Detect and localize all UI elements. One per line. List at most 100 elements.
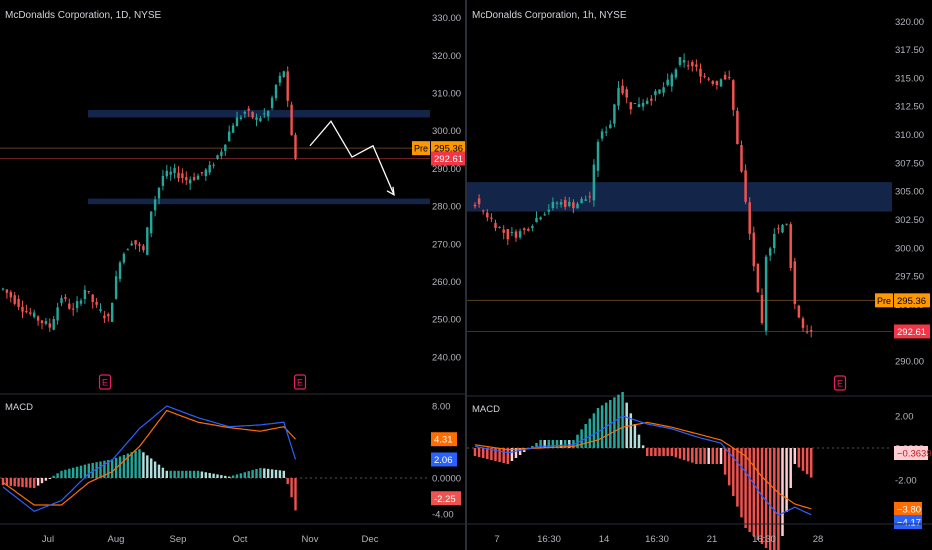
macd-histogram-bar [185,470,188,478]
panel-divider[interactable] [465,0,467,550]
candle-body [727,77,731,79]
macd-histogram-bar [572,440,575,448]
right-chart-panel[interactable]: McDonalds Corporation, 1h, NYSE 320.00 317… [467,0,932,550]
candle-body [563,199,567,207]
candle-body [637,104,641,108]
candle-body [502,229,505,233]
premarket-badge-prefix: Pre [414,144,428,154]
candle-body [494,222,497,228]
candle-body [666,79,669,86]
candle-body [134,240,137,245]
macd-histogram-bar [563,440,567,448]
candle-body [490,217,493,219]
candle-body [44,321,48,324]
candle-body [126,249,129,251]
candle-body [243,111,246,114]
candle-body [290,104,293,136]
candle-body [768,248,772,256]
macd-histogram-bar [274,469,278,478]
macd-histogram-bar [95,462,98,478]
macd-badge-signal: 4.31 [434,435,453,446]
candle-body [572,202,575,209]
macd-histogram-bar [251,470,254,478]
macd-histogram-bar [122,454,126,478]
macd-histogram-bar [220,475,223,478]
candle-body [185,177,188,181]
macd-histogram-bar [228,476,231,478]
time-tick-label: 16:30 [645,534,669,545]
price-tick-label: 302.50 [895,215,924,226]
candle-body [224,144,227,151]
candle-body [72,308,75,310]
macd-histogram-bar [107,460,110,478]
macd-title: MACD [472,404,500,415]
candle-body [216,155,219,159]
macd-histogram-bar [87,463,90,478]
macd-histogram-bar [654,448,657,456]
candle-body [165,170,168,177]
candle-body [64,297,67,299]
candle-body [592,164,596,201]
macd-histogram-bar [748,448,751,532]
macd-histogram-bar [752,448,756,536]
macd-histogram-bar [674,448,678,458]
candle-body [662,87,665,93]
candle-body [481,210,485,212]
candle-body [282,71,285,77]
time-tick-label: Aug [108,534,125,545]
macd-histogram-bar [686,448,690,462]
candle-body [235,117,239,127]
macd-badge-bg [894,502,922,516]
macd-histogram-bar [36,478,40,486]
candle-body [5,289,9,293]
macd-histogram-bar [809,448,813,478]
candle-body [809,330,813,332]
left-chart-panel[interactable]: McDonalds Corporation, 1D, NYSE 330.00 320… [0,0,465,550]
macd-badge-macd: 2.06 [434,455,453,466]
candle-body [228,131,231,142]
macd-histogram-bar [592,413,596,448]
macd-histogram-bar [13,478,16,487]
candle-body [506,229,510,240]
candle-body [518,231,522,238]
macd-histogram-bar [547,440,551,448]
macd-histogram-bar [666,448,669,456]
chart-title: McDonalds Corporation, 1h, NYSE [472,10,627,21]
macd-histogram-bar [477,448,481,457]
candle-body [486,212,489,218]
macd-histogram-bar [641,445,645,448]
macd-histogram-bar [290,478,293,498]
macd-histogram-bar [518,448,522,455]
macd-histogram-bar [789,448,792,488]
time-tick-label: 7 [494,534,499,545]
macd-histogram-bar [200,471,204,478]
candle-body [153,199,157,211]
earnings-icon: E [293,374,307,390]
macd-histogram-bar [617,394,620,448]
macd-histogram-bar [637,434,641,448]
macd-histogram-bar [531,446,534,448]
resistance-zone [88,109,430,118]
macd-histogram-bar [40,478,44,484]
candle-body [580,198,583,204]
candle-body [247,108,250,111]
price-tick-label: 290.00 [895,357,924,368]
candle-body [760,295,764,323]
macd-badge-bg [431,432,457,447]
candle-body [568,201,571,206]
candle-body [52,318,55,330]
candle-body [781,225,784,233]
projection-arrowhead [386,186,395,196]
earnings-icon: E [833,375,847,391]
macd-histogram-bar [5,478,9,486]
macd-histogram-bar [600,405,604,448]
price-tick-label: 240.00 [432,352,461,363]
macd-histogram-bar [604,402,608,448]
candle-body [114,276,118,299]
candle-body [192,177,196,181]
macd-histogram-bar [580,429,583,448]
macd-histogram-bar [29,478,32,488]
candle-body [752,232,756,267]
candle-body [531,226,534,229]
macd-histogram-bar [192,470,196,478]
